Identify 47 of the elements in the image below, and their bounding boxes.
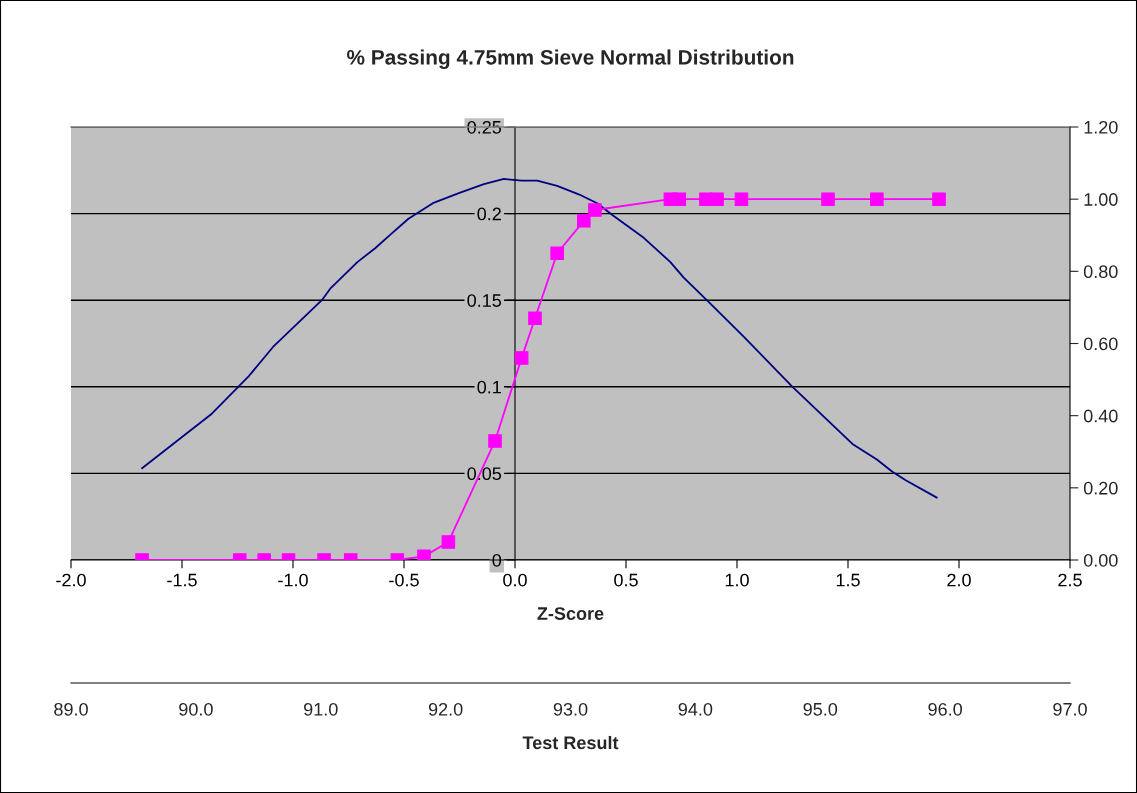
x-tick-label: -2.0 — [56, 573, 86, 587]
point — [672, 192, 687, 206]
point — [550, 246, 564, 261]
x-tick-label: 2.5 — [1058, 573, 1082, 587]
y-tick-label: 0.25 — [467, 120, 502, 134]
x2-tick-label: 91.0 — [304, 702, 338, 716]
x-tick-label: 1.5 — [836, 573, 860, 587]
x-tick-label: -1.0 — [278, 573, 308, 587]
x-tick-label: 1.0 — [725, 573, 749, 587]
y2-tick-label: 0.20 — [1083, 481, 1118, 495]
point — [821, 192, 835, 206]
x-tick-label: 0.0 — [503, 573, 527, 587]
y-tick-label: 0.1 — [477, 380, 501, 394]
x-tick-label: -1.5 — [167, 573, 197, 587]
point — [870, 192, 884, 206]
x-tick-label: 0.5 — [614, 573, 638, 587]
x2-tick-label: 96.0 — [928, 702, 962, 716]
y-tick-label: 0 — [492, 553, 502, 567]
point — [932, 192, 946, 206]
point — [514, 351, 529, 365]
y2-tick-label: 0.60 — [1083, 337, 1118, 351]
y2-tick-label: 0.00 — [1083, 553, 1118, 567]
x-tick-label: -0.5 — [389, 573, 419, 587]
x2-axis-title: Test Result — [522, 735, 619, 750]
y-tick-label: 0.15 — [467, 294, 502, 307]
x2-tick-label: 93.0 — [553, 702, 588, 716]
point — [528, 311, 542, 326]
x-axis-title: Z-Score — [537, 607, 604, 620]
x2-tick-label: 92.0 — [428, 702, 463, 716]
x2-tick-label: 89.0 — [54, 702, 88, 716]
x2-tick-label: 90.0 — [179, 702, 213, 716]
y2-tick-label: 0.40 — [1083, 409, 1118, 423]
x-tick-label: 2.0 — [947, 573, 971, 587]
point — [588, 203, 602, 217]
y2-tick-label: 1.20 — [1084, 120, 1118, 134]
point — [417, 549, 431, 560]
y2-tick-label: 0.80 — [1083, 265, 1118, 279]
x2-tick-label: 94.0 — [678, 702, 713, 716]
x2-tick-label: 95.0 — [803, 702, 838, 716]
point — [710, 192, 724, 206]
point — [577, 214, 591, 228]
x2-tick-label: 97.0 — [1053, 702, 1087, 716]
y-tick-label: 0.2 — [477, 207, 501, 221]
y2-tick-label: 1.00 — [1084, 193, 1118, 206]
point — [734, 192, 749, 206]
line-series — [141, 178, 938, 499]
chart-title: % Passing 4.75mm Sieve Normal Distribution — [347, 49, 794, 69]
